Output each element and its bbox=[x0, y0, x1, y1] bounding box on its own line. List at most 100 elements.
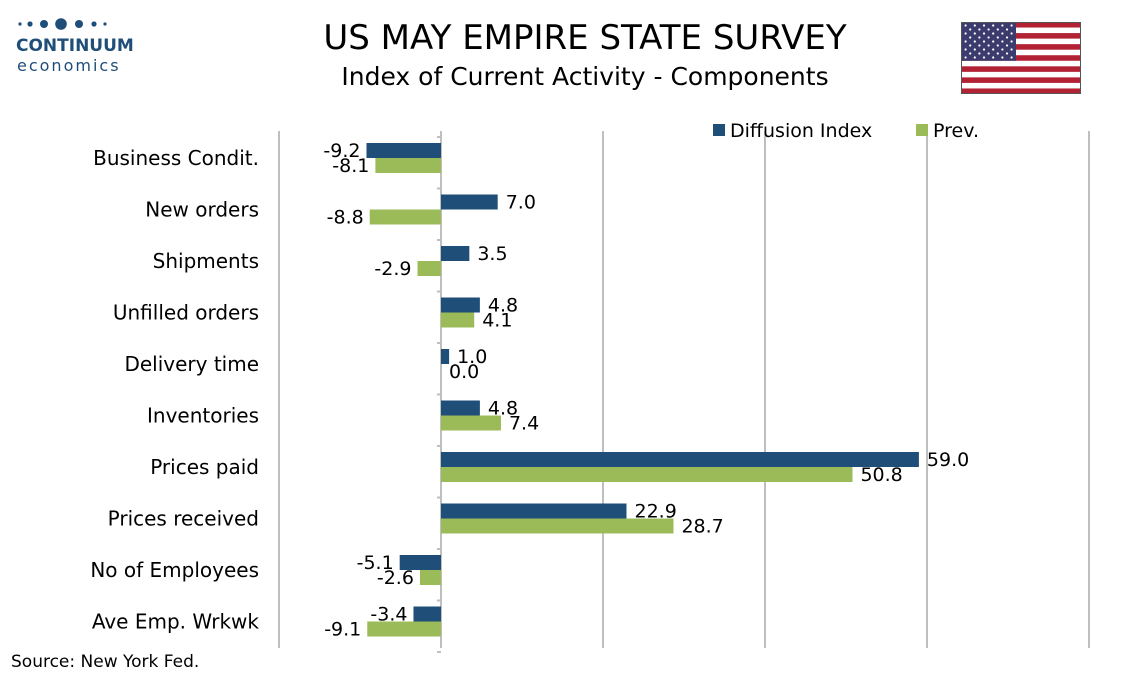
category-label: No of Employees bbox=[90, 558, 259, 582]
value-label-prev: 0.0 bbox=[449, 361, 479, 383]
bar-diffusion-index bbox=[441, 349, 450, 364]
flag-star bbox=[973, 40, 976, 43]
flag-star bbox=[992, 48, 995, 51]
flag-star bbox=[1010, 48, 1013, 51]
value-label-prev: 4.1 bbox=[482, 310, 512, 332]
flag-star bbox=[1001, 32, 1004, 35]
value-label-diffusion: -9.2 bbox=[323, 140, 360, 162]
flag-star bbox=[1010, 56, 1013, 59]
flag-star bbox=[1001, 24, 1004, 27]
bar-diffusion-index bbox=[441, 194, 498, 210]
flag-star bbox=[982, 32, 986, 35]
value-label-diffusion: 4.8 bbox=[488, 398, 518, 420]
flag-star bbox=[982, 40, 986, 43]
flag-star bbox=[969, 36, 972, 39]
category-label: Inventories bbox=[147, 404, 259, 428]
continuum-logo: CONTINUUM economics bbox=[10, 14, 135, 84]
bar-diffusion-index bbox=[366, 143, 441, 158]
flag-star bbox=[992, 56, 995, 59]
flag-star bbox=[992, 24, 995, 27]
flag-star bbox=[982, 24, 986, 27]
legend-label-prev: Prev. bbox=[933, 120, 979, 142]
value-label-prev: -2.9 bbox=[374, 258, 411, 280]
bar-prev bbox=[441, 518, 674, 534]
flag-star bbox=[1010, 24, 1013, 27]
flag-star bbox=[987, 44, 990, 47]
category-label: Ave Emp. Wrkwk bbox=[92, 610, 260, 634]
flag-star bbox=[969, 44, 972, 47]
flag-star bbox=[969, 28, 972, 31]
bars bbox=[366, 143, 919, 637]
value-label-prev: -9.1 bbox=[324, 619, 361, 641]
flag-star bbox=[996, 28, 999, 31]
logo-dots-icon bbox=[18, 18, 107, 30]
flag-star bbox=[969, 52, 972, 55]
value-label-diffusion: -3.4 bbox=[370, 604, 407, 626]
flag-star bbox=[1005, 36, 1009, 39]
category-label: Shipments bbox=[153, 249, 259, 273]
value-label-prev: 50.8 bbox=[860, 464, 902, 486]
flag-star bbox=[987, 28, 990, 31]
flag-star bbox=[1005, 52, 1009, 55]
flag-star bbox=[978, 52, 981, 55]
bar-diffusion-index bbox=[441, 297, 480, 313]
flag-star bbox=[1005, 28, 1009, 31]
flag-star bbox=[973, 56, 976, 59]
flag-star bbox=[996, 36, 999, 39]
flag-star bbox=[992, 32, 995, 35]
flag-star bbox=[996, 52, 999, 55]
value-label-diffusion: -5.1 bbox=[357, 552, 394, 574]
flag-star bbox=[982, 56, 986, 59]
chart-title: US MAY EMPIRE STATE SURVEY bbox=[323, 18, 847, 58]
flag-star bbox=[973, 48, 976, 51]
flag-star bbox=[1005, 44, 1009, 47]
value-label-diffusion: 3.5 bbox=[477, 243, 507, 265]
flag-star bbox=[1010, 40, 1013, 43]
flag-star bbox=[1001, 48, 1004, 51]
flag-star bbox=[964, 24, 967, 27]
logo-subtitle: economics bbox=[17, 56, 121, 75]
chart-subtitle: Index of Current Activity - Components bbox=[341, 62, 829, 91]
legend-swatch-diffusion bbox=[713, 124, 725, 136]
flag-star bbox=[982, 48, 986, 51]
bar-diffusion-index bbox=[441, 246, 470, 261]
category-label: Prices paid bbox=[150, 455, 259, 479]
legend: Diffusion Index Prev. bbox=[713, 120, 979, 142]
flag-star bbox=[973, 24, 976, 27]
value-label-prev: -8.1 bbox=[332, 155, 369, 177]
bar-prev bbox=[441, 467, 853, 482]
legend-label-diffusion: Diffusion Index bbox=[730, 120, 872, 142]
flag-star bbox=[973, 32, 976, 35]
flag-star bbox=[1010, 32, 1013, 35]
value-label-prev: -8.8 bbox=[327, 207, 364, 229]
value-label-diffusion: 7.0 bbox=[506, 192, 536, 214]
value-label-diffusion: 1.0 bbox=[457, 346, 487, 368]
category-label: Unfilled orders bbox=[113, 301, 259, 325]
value-label-prev: 7.4 bbox=[509, 413, 539, 435]
bar-diffusion-index bbox=[399, 555, 441, 570]
category-label: Delivery time bbox=[124, 352, 259, 376]
bar-prev bbox=[441, 312, 475, 328]
flag-star bbox=[1001, 56, 1004, 59]
us-flag-icon bbox=[961, 22, 1081, 94]
flag-star bbox=[987, 36, 990, 39]
legend-swatch-prev bbox=[916, 124, 928, 136]
flag-stripes bbox=[961, 22, 1081, 94]
flag-star bbox=[978, 44, 981, 47]
flag-star bbox=[978, 28, 981, 31]
value-labels: -9.2-8.17.0-8.83.5-2.94.84.11.00.04.87.4… bbox=[323, 140, 969, 641]
category-label: Prices received bbox=[108, 507, 259, 531]
flag-star bbox=[978, 36, 981, 39]
flag-star bbox=[964, 56, 967, 59]
bar-diffusion-index bbox=[413, 606, 441, 622]
bar-prev bbox=[417, 261, 441, 276]
bar-prev bbox=[375, 158, 441, 173]
flag-star bbox=[996, 44, 999, 47]
bar-diffusion-index bbox=[441, 452, 919, 467]
source-note: Source: New York Fed. bbox=[11, 652, 200, 672]
logo-name: CONTINUUM bbox=[16, 36, 134, 56]
bar-prev bbox=[441, 415, 501, 431]
bar-prev bbox=[419, 570, 441, 585]
value-label-prev: -2.6 bbox=[377, 567, 414, 589]
bar-prev bbox=[369, 209, 441, 225]
